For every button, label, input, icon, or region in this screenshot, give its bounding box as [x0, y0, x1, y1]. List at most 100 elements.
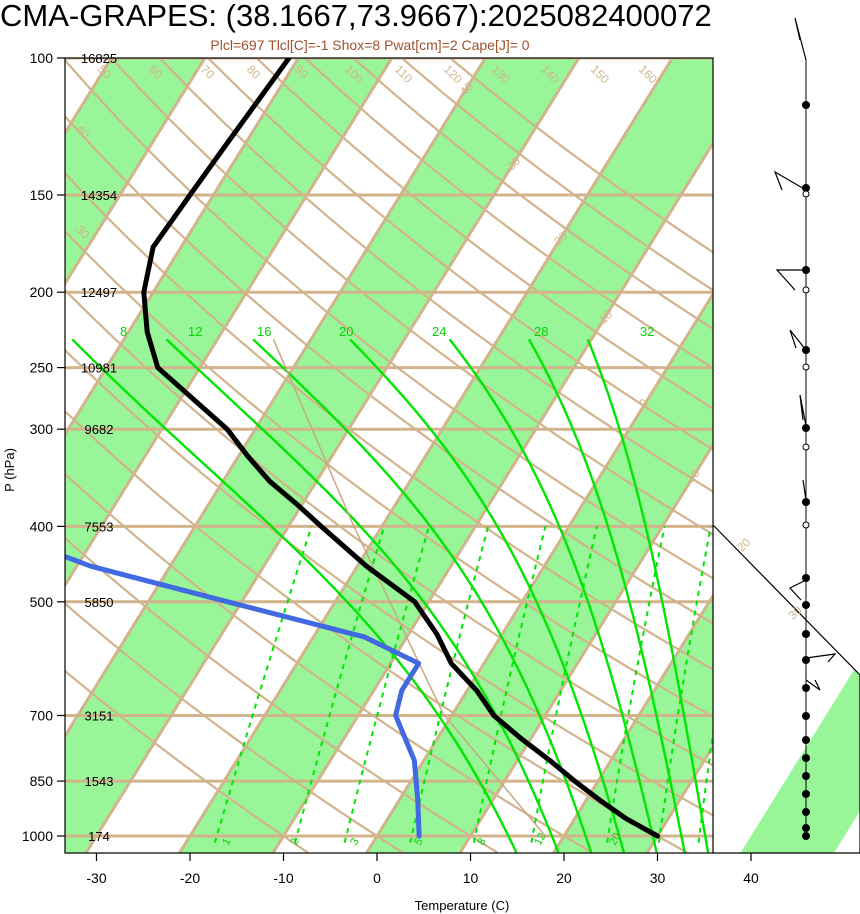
mixing-ratio-line [472, 526, 547, 843]
temperature-curve [141, 58, 660, 839]
moist-adiabat [252, 338, 593, 853]
isotherm-line [0, 22, 40, 868]
plot-area [0, 22, 860, 868]
x-axis-label: Temperature (C) [415, 898, 510, 913]
wind-level-dot [802, 808, 810, 816]
y-tick-label: 150 [30, 187, 54, 203]
isotherm-line [364, 291, 713, 853]
isotherm-line [65, 58, 394, 589]
height-label: 1543 [85, 774, 114, 789]
y-tick-label: 700 [30, 707, 54, 723]
dry-adiabat [65, 669, 309, 853]
parcel-path [272, 339, 546, 837]
wind-barb [775, 269, 806, 291]
dry-adiabat [65, 409, 688, 853]
dry-adiabat [65, 114, 713, 625]
mixing-ratio-label: 5 [412, 836, 425, 847]
dry-adiabat [65, 288, 713, 767]
plot-clip-group [0, 22, 713, 868]
x-tick-label: 30 [650, 870, 666, 886]
wind-level-dot [802, 754, 810, 762]
wind-level-dot [802, 684, 810, 692]
wind-level-dot [802, 736, 810, 744]
dry-adiabat [65, 602, 404, 853]
dry-adiabat [65, 472, 593, 853]
dry-adiabat [255, 58, 713, 410]
dry-adiabat [65, 348, 713, 817]
right-extension [740, 525, 860, 853]
wind-barb [789, 579, 807, 601]
isotherm-label: 20 [734, 535, 754, 555]
wind-level-dot [802, 498, 810, 506]
dry-adiabat-label: 150 [588, 62, 612, 86]
wind-level-dot [802, 824, 810, 832]
moist-adiabat [448, 338, 658, 853]
moist-adiabat-label: 16 [257, 324, 271, 339]
height-label: 174 [88, 829, 110, 844]
plot-frame [64, 57, 714, 854]
x-tick-label: -20 [180, 870, 200, 886]
y-tick-label: 300 [30, 421, 54, 437]
chart-title: CMA-GRAPES: (38.1667,73.9667):2025082400… [0, 0, 712, 33]
isotherm-band [0, 41, 29, 853]
height-label: 3151 [85, 708, 114, 723]
isotherm-line [65, 58, 488, 739]
wind-level-dot [802, 601, 810, 609]
wind-level-circle [802, 286, 810, 294]
y-tick-label: 400 [30, 518, 54, 534]
isotherm-line [84, 58, 581, 853]
height-label: 5850 [85, 595, 114, 610]
moist-adiabat [586, 338, 710, 853]
height-label: 9682 [85, 422, 114, 437]
isotherm-line [271, 140, 713, 853]
wind-barb [794, 17, 807, 61]
moist-adiabat-label: 8 [120, 324, 127, 339]
wind-level-circle [802, 521, 810, 529]
x-tick-label: 0 [373, 870, 381, 886]
wind-level-dot [802, 574, 810, 582]
moist-adiabat-label: 32 [640, 324, 654, 339]
y-axis-label: P (hPa) [2, 448, 17, 492]
x-tick-label: 10 [463, 870, 479, 886]
isotherm-band [740, 525, 860, 853]
isotherm-band [65, 58, 579, 853]
isotherm-line [65, 58, 207, 287]
mixing-ratio-line [530, 526, 598, 843]
isotherm-line [65, 58, 301, 438]
y-tick-label: 250 [30, 360, 54, 376]
height-label: 14354 [81, 188, 117, 203]
y-tick-label: 850 [30, 773, 54, 789]
height-label: 16825 [81, 51, 117, 66]
mixing-ratio-label: 2 [288, 836, 301, 847]
dry-adiabat [65, 536, 499, 853]
dry-adiabat [65, 58, 713, 580]
moist-adiabat [527, 338, 686, 853]
height-label: 10981 [81, 361, 117, 376]
wind-barb [773, 170, 807, 191]
moist-adiabat-label: 24 [432, 324, 446, 339]
dry-adiabat [158, 58, 713, 493]
wind-level-dot [802, 184, 810, 192]
wind-level-dot [802, 832, 810, 840]
y-tick-label: 500 [30, 594, 54, 610]
dry-adiabat [65, 171, 713, 671]
x-tick-label: 20 [556, 870, 572, 886]
y-tick-label: 1000 [22, 828, 53, 844]
wind-level-dot [802, 101, 810, 109]
wind-barb [799, 394, 807, 427]
wind-level-dot [802, 630, 810, 638]
wind-level-dot [802, 772, 810, 780]
wind-level-dot [802, 424, 810, 432]
moist-adiabat-label: 20 [339, 324, 353, 339]
dry-adiabat-label: 80 [244, 62, 264, 82]
height-label: 7553 [85, 519, 114, 534]
mixing-ratio-label: 12 [532, 831, 549, 848]
wind-level-dot [802, 790, 810, 798]
wind-barb [802, 479, 807, 501]
wind-barb [789, 329, 807, 351]
right-boundary [712, 524, 860, 853]
x-tick-label: -10 [273, 870, 293, 886]
wind-barb [805, 679, 821, 691]
wind-barb [805, 653, 837, 663]
